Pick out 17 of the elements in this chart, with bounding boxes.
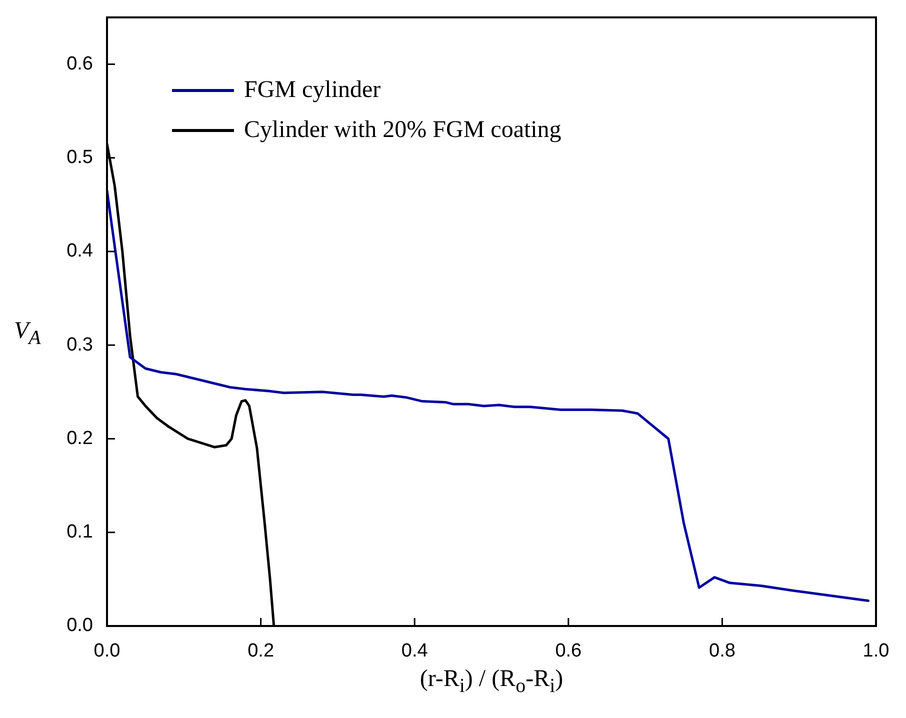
y-tick-label: 0.0: [66, 615, 93, 636]
y-tick-label: 0.4: [66, 240, 94, 262]
legend-label: Cylinder with 20% FGM coating: [244, 116, 562, 144]
y-tick-label: 0.3: [66, 334, 93, 356]
x-tick-label: 1.0: [862, 640, 890, 662]
x-tick-label: 0.4: [401, 640, 428, 662]
x-tick-label: 0.6: [555, 640, 582, 662]
y-tick-label: 0.1: [66, 522, 93, 543]
y-tick-label: 0.6: [66, 53, 93, 74]
y-axis-title: V$_{A}$: [14, 318, 41, 350]
x-axis-title: (r-R$_{i}$) / (R$_{o}$-R$_{i}$): [418, 666, 564, 698]
x-tick-label: 0.2: [248, 640, 274, 662]
y-tick-label: 0.5: [66, 147, 93, 168]
x-tick-label: 0.0: [94, 640, 120, 662]
legend-label: FGM cylinder: [244, 76, 381, 104]
x-tick-label: 0.8: [708, 640, 736, 662]
y-tick-label: 0.2: [66, 428, 93, 449]
